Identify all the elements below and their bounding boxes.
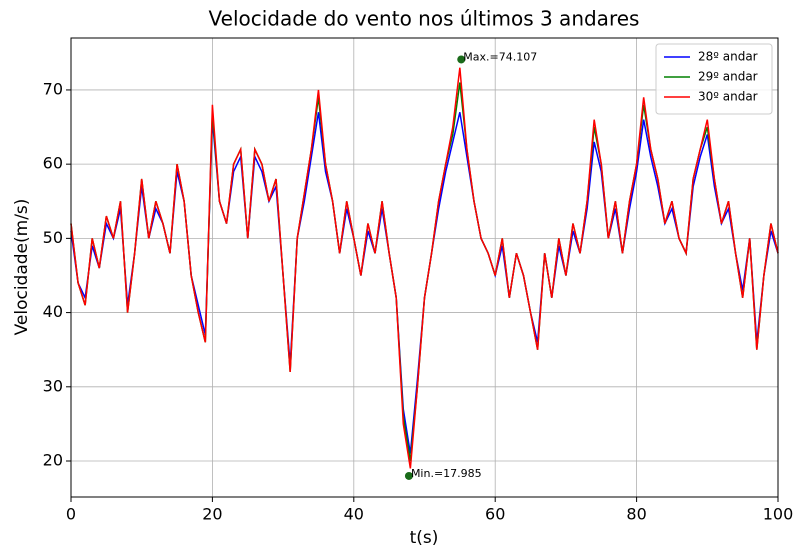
plot-frame [70, 37, 779, 498]
y-axis-label: Velocidade(m/s) [12, 199, 32, 336]
annotation-label: Min.=17.985 [411, 467, 482, 480]
y-tick-label: 50 [43, 228, 63, 247]
legend-label: 29º andar [698, 70, 758, 84]
series-line [70, 112, 779, 454]
legend-label: 28º andar [698, 50, 758, 64]
y-tick-label: 70 [43, 79, 63, 98]
x-tick-label: 0 [66, 505, 76, 524]
annotation-point [457, 55, 466, 64]
x-tick-label: 40 [344, 505, 364, 524]
series-line [70, 67, 779, 469]
y-tick-label: 30 [43, 376, 63, 395]
series-line [70, 82, 779, 462]
x-tick-label: 80 [626, 505, 646, 524]
annotation-point [404, 471, 413, 480]
y-tick-label: 20 [43, 451, 63, 470]
chart-title: Velocidade do vento nos últimos 3 andare… [209, 7, 640, 31]
annotation-label: Max.=74.107 [463, 50, 537, 63]
x-tick-label: 100 [763, 505, 794, 524]
x-axis-label: t(s) [410, 528, 439, 548]
y-tick-label: 40 [43, 302, 63, 321]
legend-label: 30º andar [698, 90, 758, 104]
x-tick-label: 20 [202, 505, 222, 524]
x-tick-label: 60 [485, 505, 505, 524]
y-tick-label: 60 [43, 154, 63, 173]
